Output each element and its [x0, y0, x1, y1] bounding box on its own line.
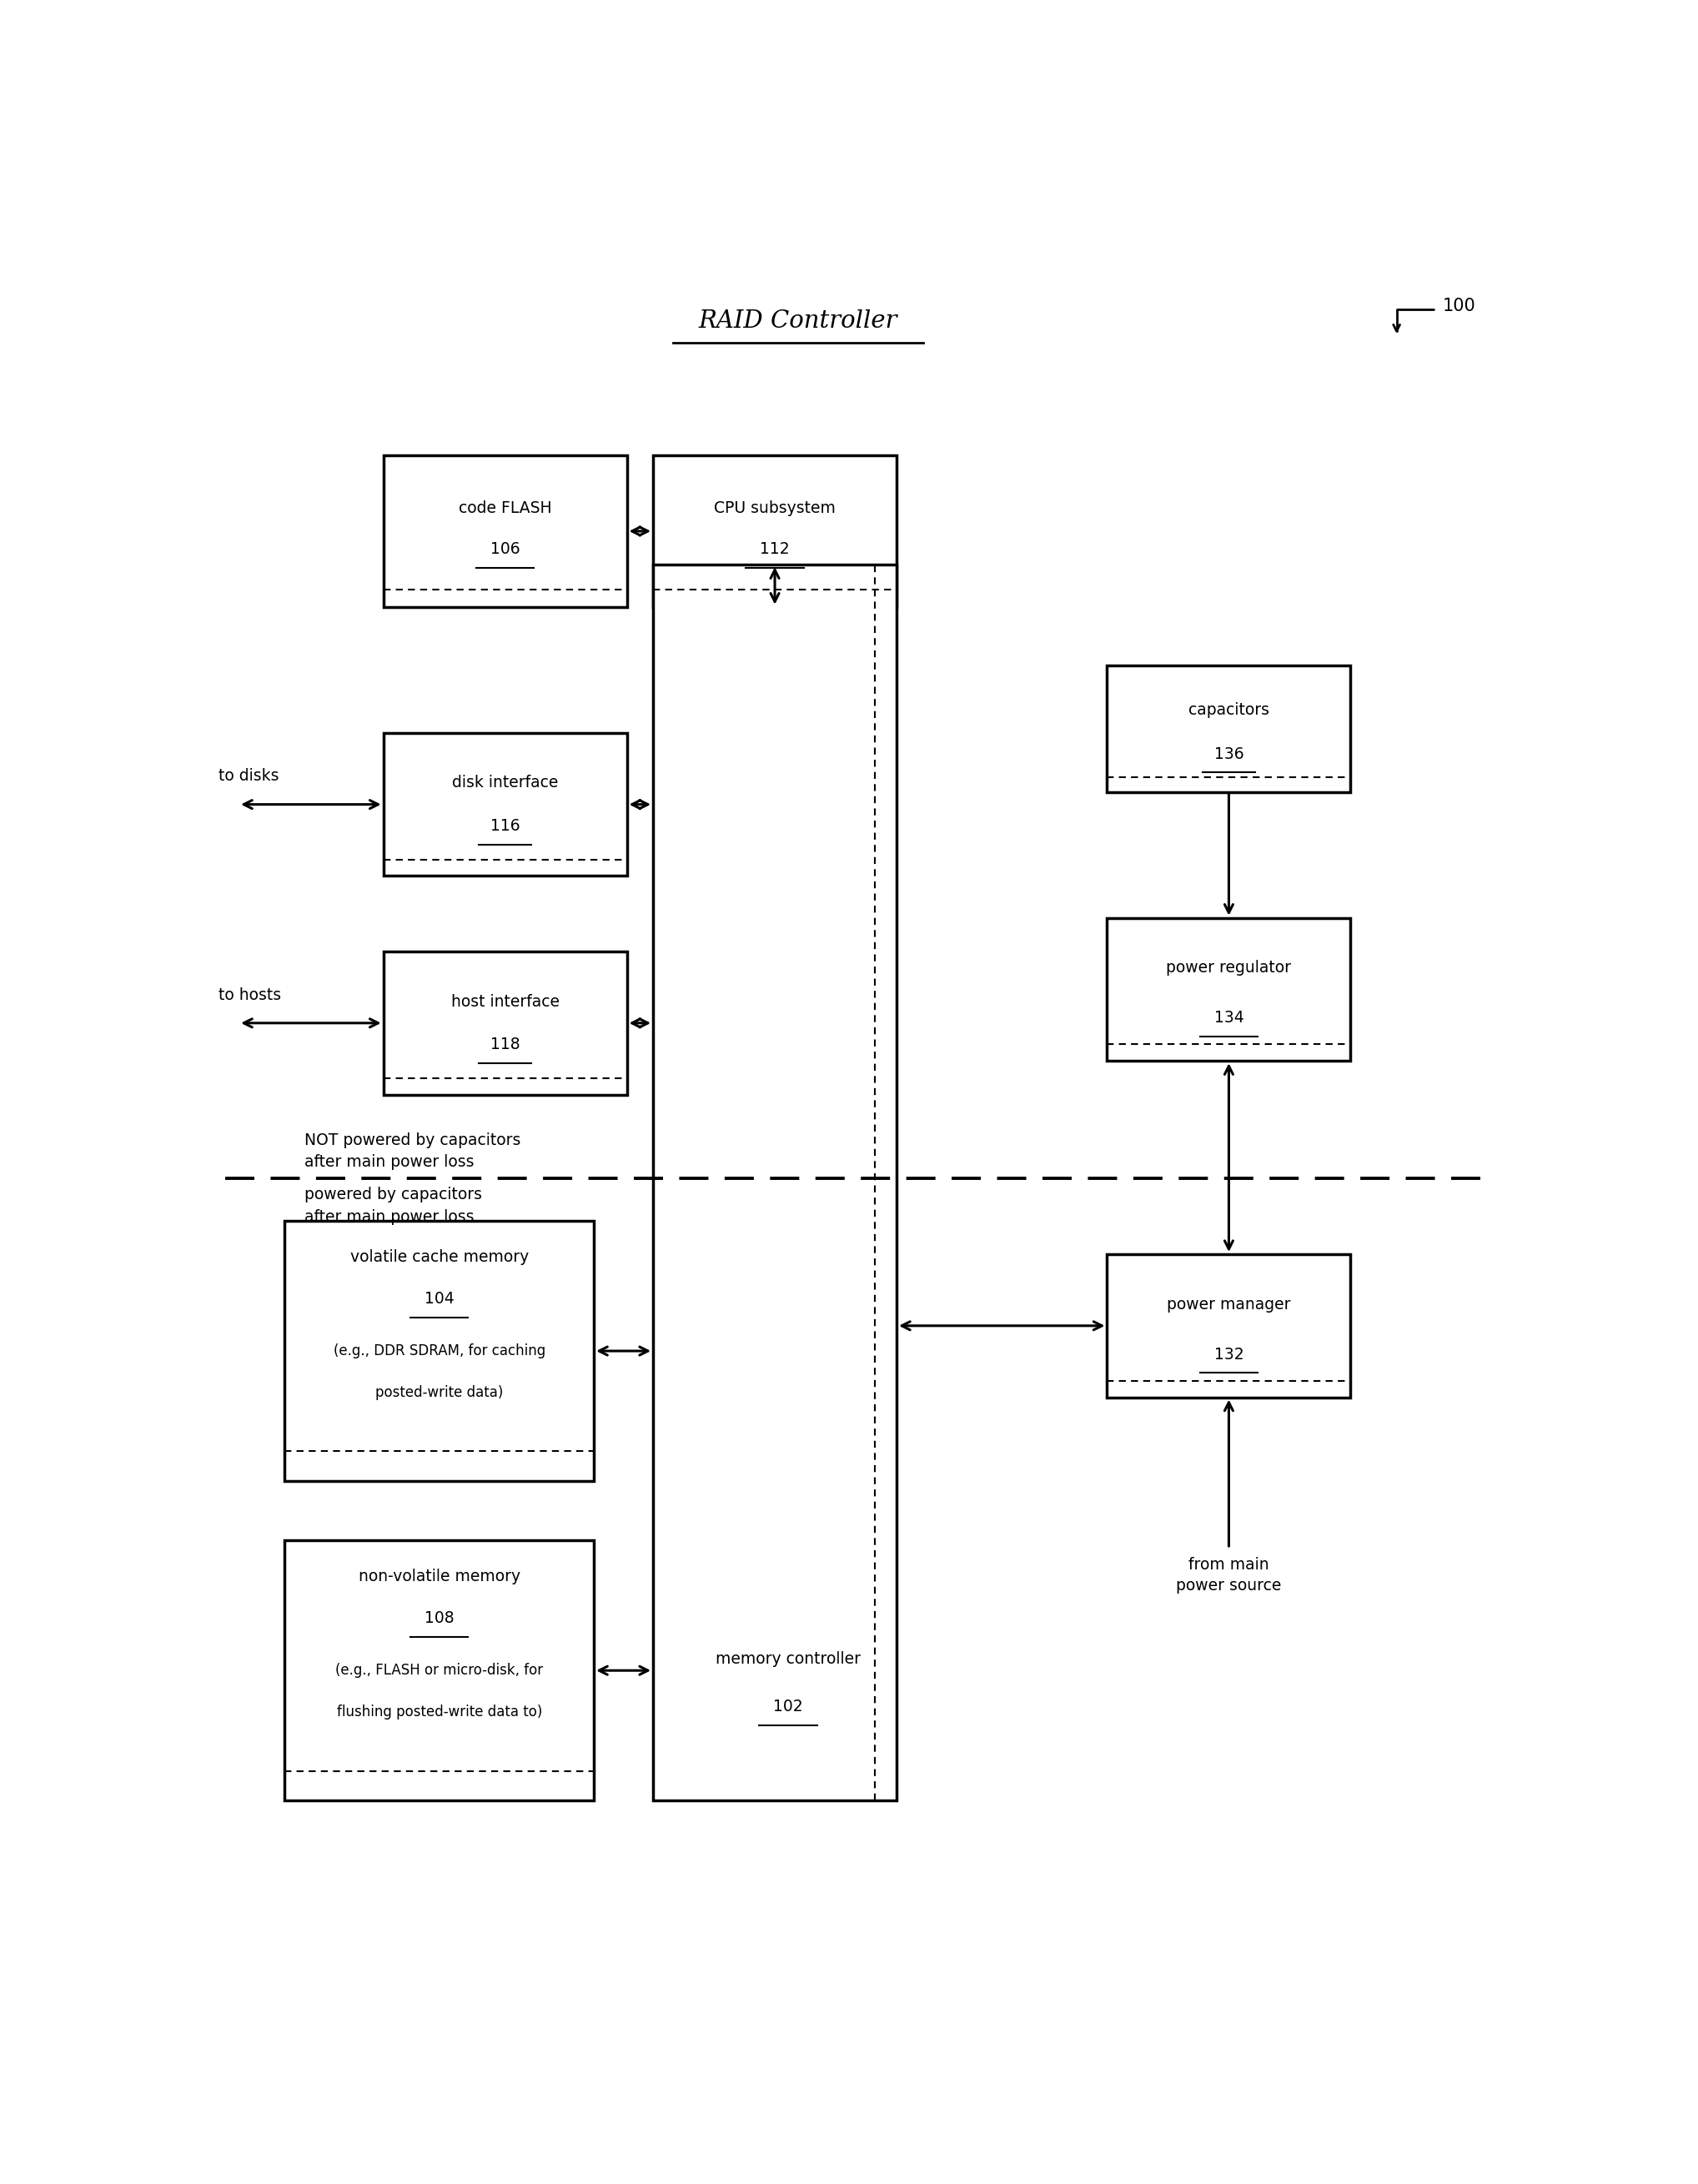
Text: 136: 136 [1214, 747, 1243, 762]
Text: 100: 100 [1443, 297, 1476, 314]
Bar [1107, 917, 1350, 1061]
Text: power regulator: power regulator [1167, 961, 1292, 976]
Text: from main
power source: from main power source [1177, 1557, 1282, 1594]
Text: 112: 112 [761, 542, 790, 557]
Text: 108: 108 [424, 1610, 453, 1627]
Text: flushing posted-write data to): flushing posted-write data to) [336, 1706, 542, 1719]
Text: volatile cache memory: volatile cache memory [350, 1249, 528, 1265]
Text: to disks: to disks [219, 769, 278, 784]
Text: 106: 106 [491, 542, 520, 557]
Bar [654, 456, 897, 607]
Bar [384, 952, 627, 1094]
Bar [1107, 1254, 1350, 1398]
Bar [285, 1221, 594, 1481]
Bar [384, 734, 627, 876]
Text: 104: 104 [424, 1291, 453, 1306]
Bar [384, 456, 627, 607]
Text: 134: 134 [1214, 1009, 1243, 1026]
Text: to hosts: to hosts [219, 987, 282, 1002]
Text: (e.g., DDR SDRAM, for caching: (e.g., DDR SDRAM, for caching [333, 1343, 545, 1358]
Text: disk interface: disk interface [452, 775, 559, 791]
Bar [285, 1540, 594, 1802]
Bar [1107, 666, 1350, 793]
Text: power manager: power manager [1167, 1297, 1290, 1313]
Text: RAID Controller: RAID Controller [698, 310, 897, 332]
Bar [654, 566, 897, 1802]
Text: (e.g., FLASH or micro-disk, for: (e.g., FLASH or micro-disk, for [336, 1662, 543, 1677]
Text: code FLASH: code FLASH [458, 500, 552, 515]
Text: 132: 132 [1214, 1345, 1243, 1363]
Text: memory controller: memory controller [715, 1651, 861, 1666]
Text: posted-write data): posted-write data) [375, 1385, 503, 1400]
Text: host interface: host interface [452, 994, 559, 1009]
Text: non-volatile memory: non-volatile memory [358, 1568, 520, 1586]
Text: CPU subsystem: CPU subsystem [713, 500, 835, 515]
Text: powered by capacitors
after main power loss: powered by capacitors after main power l… [304, 1188, 482, 1225]
Text: 102: 102 [773, 1699, 803, 1714]
Text: 116: 116 [491, 819, 520, 834]
Text: capacitors: capacitors [1189, 701, 1270, 719]
Text: NOT powered by capacitors
after main power loss: NOT powered by capacitors after main pow… [304, 1131, 521, 1171]
Text: 118: 118 [491, 1037, 520, 1053]
